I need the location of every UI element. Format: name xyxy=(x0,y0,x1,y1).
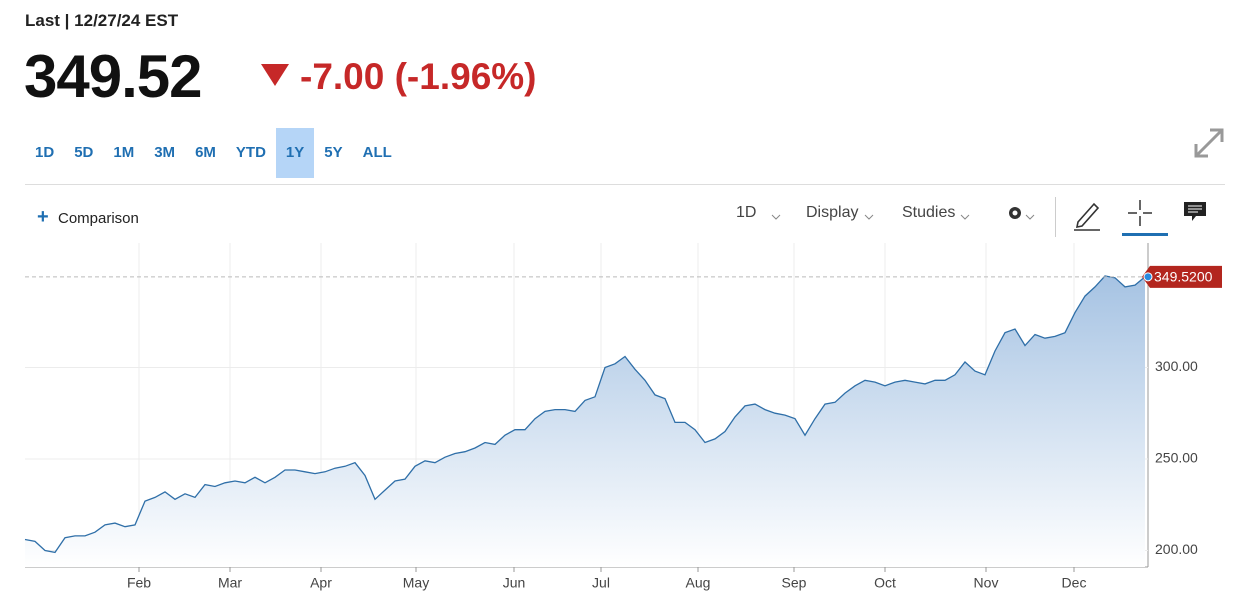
toolbar-divider xyxy=(1055,197,1056,237)
plus-icon: + xyxy=(37,206,49,228)
y-tick-label: 250.00 xyxy=(1155,450,1198,466)
x-tick-label: Jul xyxy=(592,575,610,591)
x-tick-label: Aug xyxy=(686,575,711,591)
x-tick-label: Sep xyxy=(782,575,807,591)
range-button[interactable]: 1D xyxy=(35,144,55,161)
studies-dropdown[interactable]: Studies xyxy=(902,204,956,221)
change: -7.00 (-1.96%) xyxy=(300,56,537,97)
line xyxy=(24,275,1146,554)
comparison-button[interactable]: Comparison xyxy=(58,210,139,227)
x-tick-label: Dec xyxy=(1062,575,1087,591)
range-button[interactable]: ALL xyxy=(362,144,392,161)
x-tick-label: Nov xyxy=(974,575,999,591)
range-buttons: 1D 5D 1M 3M 6M YTD 1Y 5Y ALL xyxy=(25,128,402,178)
x-tick-label: Apr xyxy=(310,575,332,591)
last-price-label: 349.5200 xyxy=(1154,269,1213,285)
last-price-tag xyxy=(1142,265,1222,288)
x-tick-label: Mar xyxy=(218,575,242,591)
range-button[interactable]: 1M xyxy=(113,144,135,161)
x-tick-label: Jun xyxy=(503,575,526,591)
separator xyxy=(25,184,1225,185)
y-tick-label: 300.00 xyxy=(1155,358,1198,374)
range-button[interactable]: 5Y xyxy=(324,144,343,161)
area xyxy=(25,275,1145,567)
range-button[interactable]: 6M xyxy=(195,144,216,161)
range-button[interactable]: 1Y xyxy=(275,128,315,178)
last-price-dot xyxy=(1143,272,1153,282)
x-tick-label: May xyxy=(403,575,429,591)
x-tick-label: Feb xyxy=(127,575,151,591)
y-tick-label: 200.00 xyxy=(1155,541,1198,557)
tool-icons[interactable] xyxy=(1070,196,1220,238)
price: 349.52 xyxy=(24,43,203,110)
range-button[interactable]: 3M xyxy=(154,144,176,161)
quote-label: Last | 12/27/24 EST xyxy=(25,11,179,30)
range-button[interactable]: YTD xyxy=(235,144,266,161)
range-button[interactable]: 5D xyxy=(74,144,94,161)
expand-icon[interactable] xyxy=(1192,126,1226,160)
display-dropdown[interactable]: Display xyxy=(806,204,859,221)
down-arrow xyxy=(261,64,289,86)
x-tick-label: Oct xyxy=(874,575,896,591)
dropdown-carets xyxy=(771,207,1035,220)
interval-dropdown[interactable]: 1D xyxy=(736,204,757,221)
